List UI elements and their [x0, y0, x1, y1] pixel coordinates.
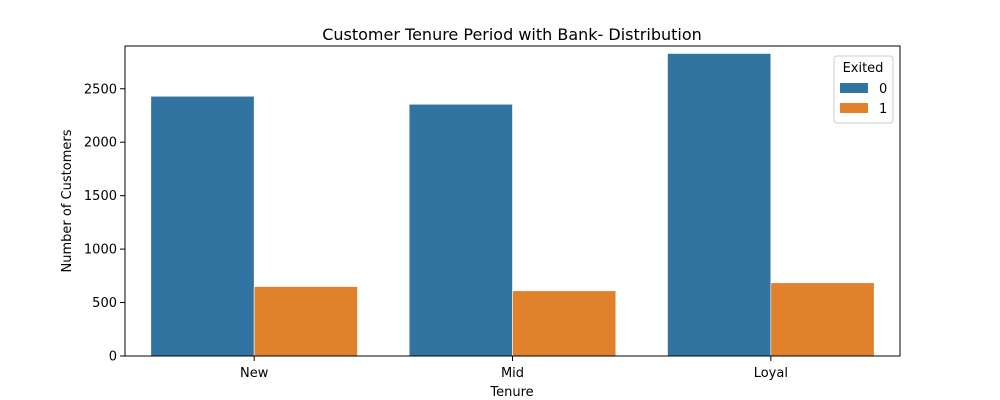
legend-swatch-1: [840, 103, 868, 113]
bars-group: [150, 53, 875, 357]
legend-title: Exited: [843, 61, 884, 76]
x-axis-label: Tenure: [489, 385, 533, 400]
legend-label-1: 1: [879, 102, 887, 117]
y-tick-label: 1000: [84, 243, 117, 258]
y-tick-label: 500: [92, 296, 117, 311]
y-tick-label: 0: [109, 350, 117, 365]
bar-new-exited-1: [253, 286, 358, 357]
y-axis: 0 500 1000 1500 2000 2500: [84, 82, 125, 365]
x-axis: New Mid Loyal: [240, 356, 788, 381]
legend-label-0: 0: [879, 82, 887, 97]
chart-title: Customer Tenure Period with Bank- Distri…: [322, 25, 702, 44]
y-axis-label: Number of Customers: [60, 129, 75, 272]
bar-mid-exited-0: [408, 103, 513, 357]
bar-new-exited-0: [150, 95, 255, 357]
bar-loyal-exited-1: [770, 282, 875, 357]
legend: Exited 0 1: [833, 55, 894, 124]
legend-swatch-0: [840, 83, 868, 93]
bar-mid-exited-1: [512, 290, 617, 357]
plot-frame: [124, 45, 901, 357]
y-tick-label: 1500: [84, 189, 117, 204]
x-tick-label: New: [240, 366, 269, 381]
x-tick-label: Loyal: [754, 366, 788, 381]
y-tick-label: 2500: [84, 82, 117, 97]
x-tick-label: Mid: [501, 366, 524, 381]
y-tick-label: 2000: [84, 136, 117, 151]
bar-loyal-exited-0: [667, 53, 772, 357]
